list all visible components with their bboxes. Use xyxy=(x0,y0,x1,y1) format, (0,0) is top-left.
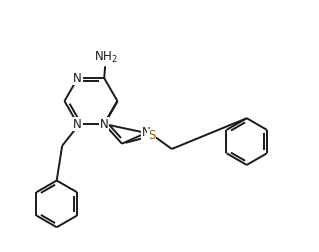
Text: N: N xyxy=(100,117,108,131)
Text: NH$_2$: NH$_2$ xyxy=(94,50,118,66)
Text: N: N xyxy=(73,72,82,85)
Text: N: N xyxy=(73,117,82,131)
Text: S: S xyxy=(148,129,155,142)
Text: N: N xyxy=(142,127,151,139)
